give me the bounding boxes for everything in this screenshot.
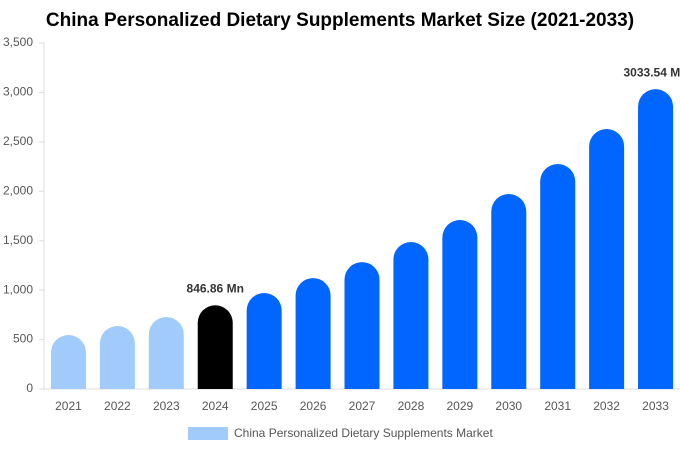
x-tick-label: 2026 bbox=[300, 399, 327, 413]
legend-swatch bbox=[188, 427, 228, 440]
x-tick-label: 2025 bbox=[251, 399, 278, 413]
y-tick-label: 500 bbox=[13, 332, 33, 346]
y-tick-label: 3,000 bbox=[3, 85, 33, 99]
bar bbox=[393, 241, 429, 389]
x-tick-label: 2022 bbox=[104, 399, 131, 413]
bar bbox=[50, 335, 86, 389]
y-tick-label: 2,500 bbox=[3, 134, 33, 148]
x-tick-label: 2027 bbox=[349, 399, 376, 413]
x-tick-label: 2029 bbox=[446, 399, 473, 413]
y-tick-label: 3,500 bbox=[3, 35, 33, 49]
bar bbox=[344, 262, 380, 389]
y-tick-label: 1,000 bbox=[3, 282, 33, 296]
bar bbox=[246, 293, 282, 389]
bar bbox=[491, 194, 527, 389]
chart-title: China Personalized Dietary Supplements M… bbox=[46, 10, 634, 31]
bar bbox=[638, 89, 674, 389]
y-tick-label: 0 bbox=[26, 381, 33, 395]
x-tick-label: 2028 bbox=[398, 399, 425, 413]
bar bbox=[99, 326, 135, 389]
legend-label: China Personalized Dietary Supplements M… bbox=[234, 426, 493, 440]
bar bbox=[295, 278, 331, 389]
x-tick-label: 2033 bbox=[642, 399, 669, 413]
x-tick-label: 2023 bbox=[153, 399, 180, 413]
x-tick-label: 2032 bbox=[593, 399, 620, 413]
x-tick-label: 2030 bbox=[495, 399, 522, 413]
bar bbox=[540, 164, 576, 389]
data-label: 846.86 Mn bbox=[187, 281, 244, 295]
y-tick-label: 1,500 bbox=[3, 233, 33, 247]
bar bbox=[589, 129, 625, 389]
y-tick-label: 2,000 bbox=[3, 183, 33, 197]
bar bbox=[442, 220, 478, 389]
x-tick-label: 2021 bbox=[55, 399, 82, 413]
bar bbox=[197, 305, 233, 389]
bar bbox=[148, 317, 184, 389]
x-tick-label: 2024 bbox=[202, 399, 229, 413]
x-tick-label: 2031 bbox=[544, 399, 571, 413]
data-label: 3033.54 Mn bbox=[624, 65, 680, 79]
